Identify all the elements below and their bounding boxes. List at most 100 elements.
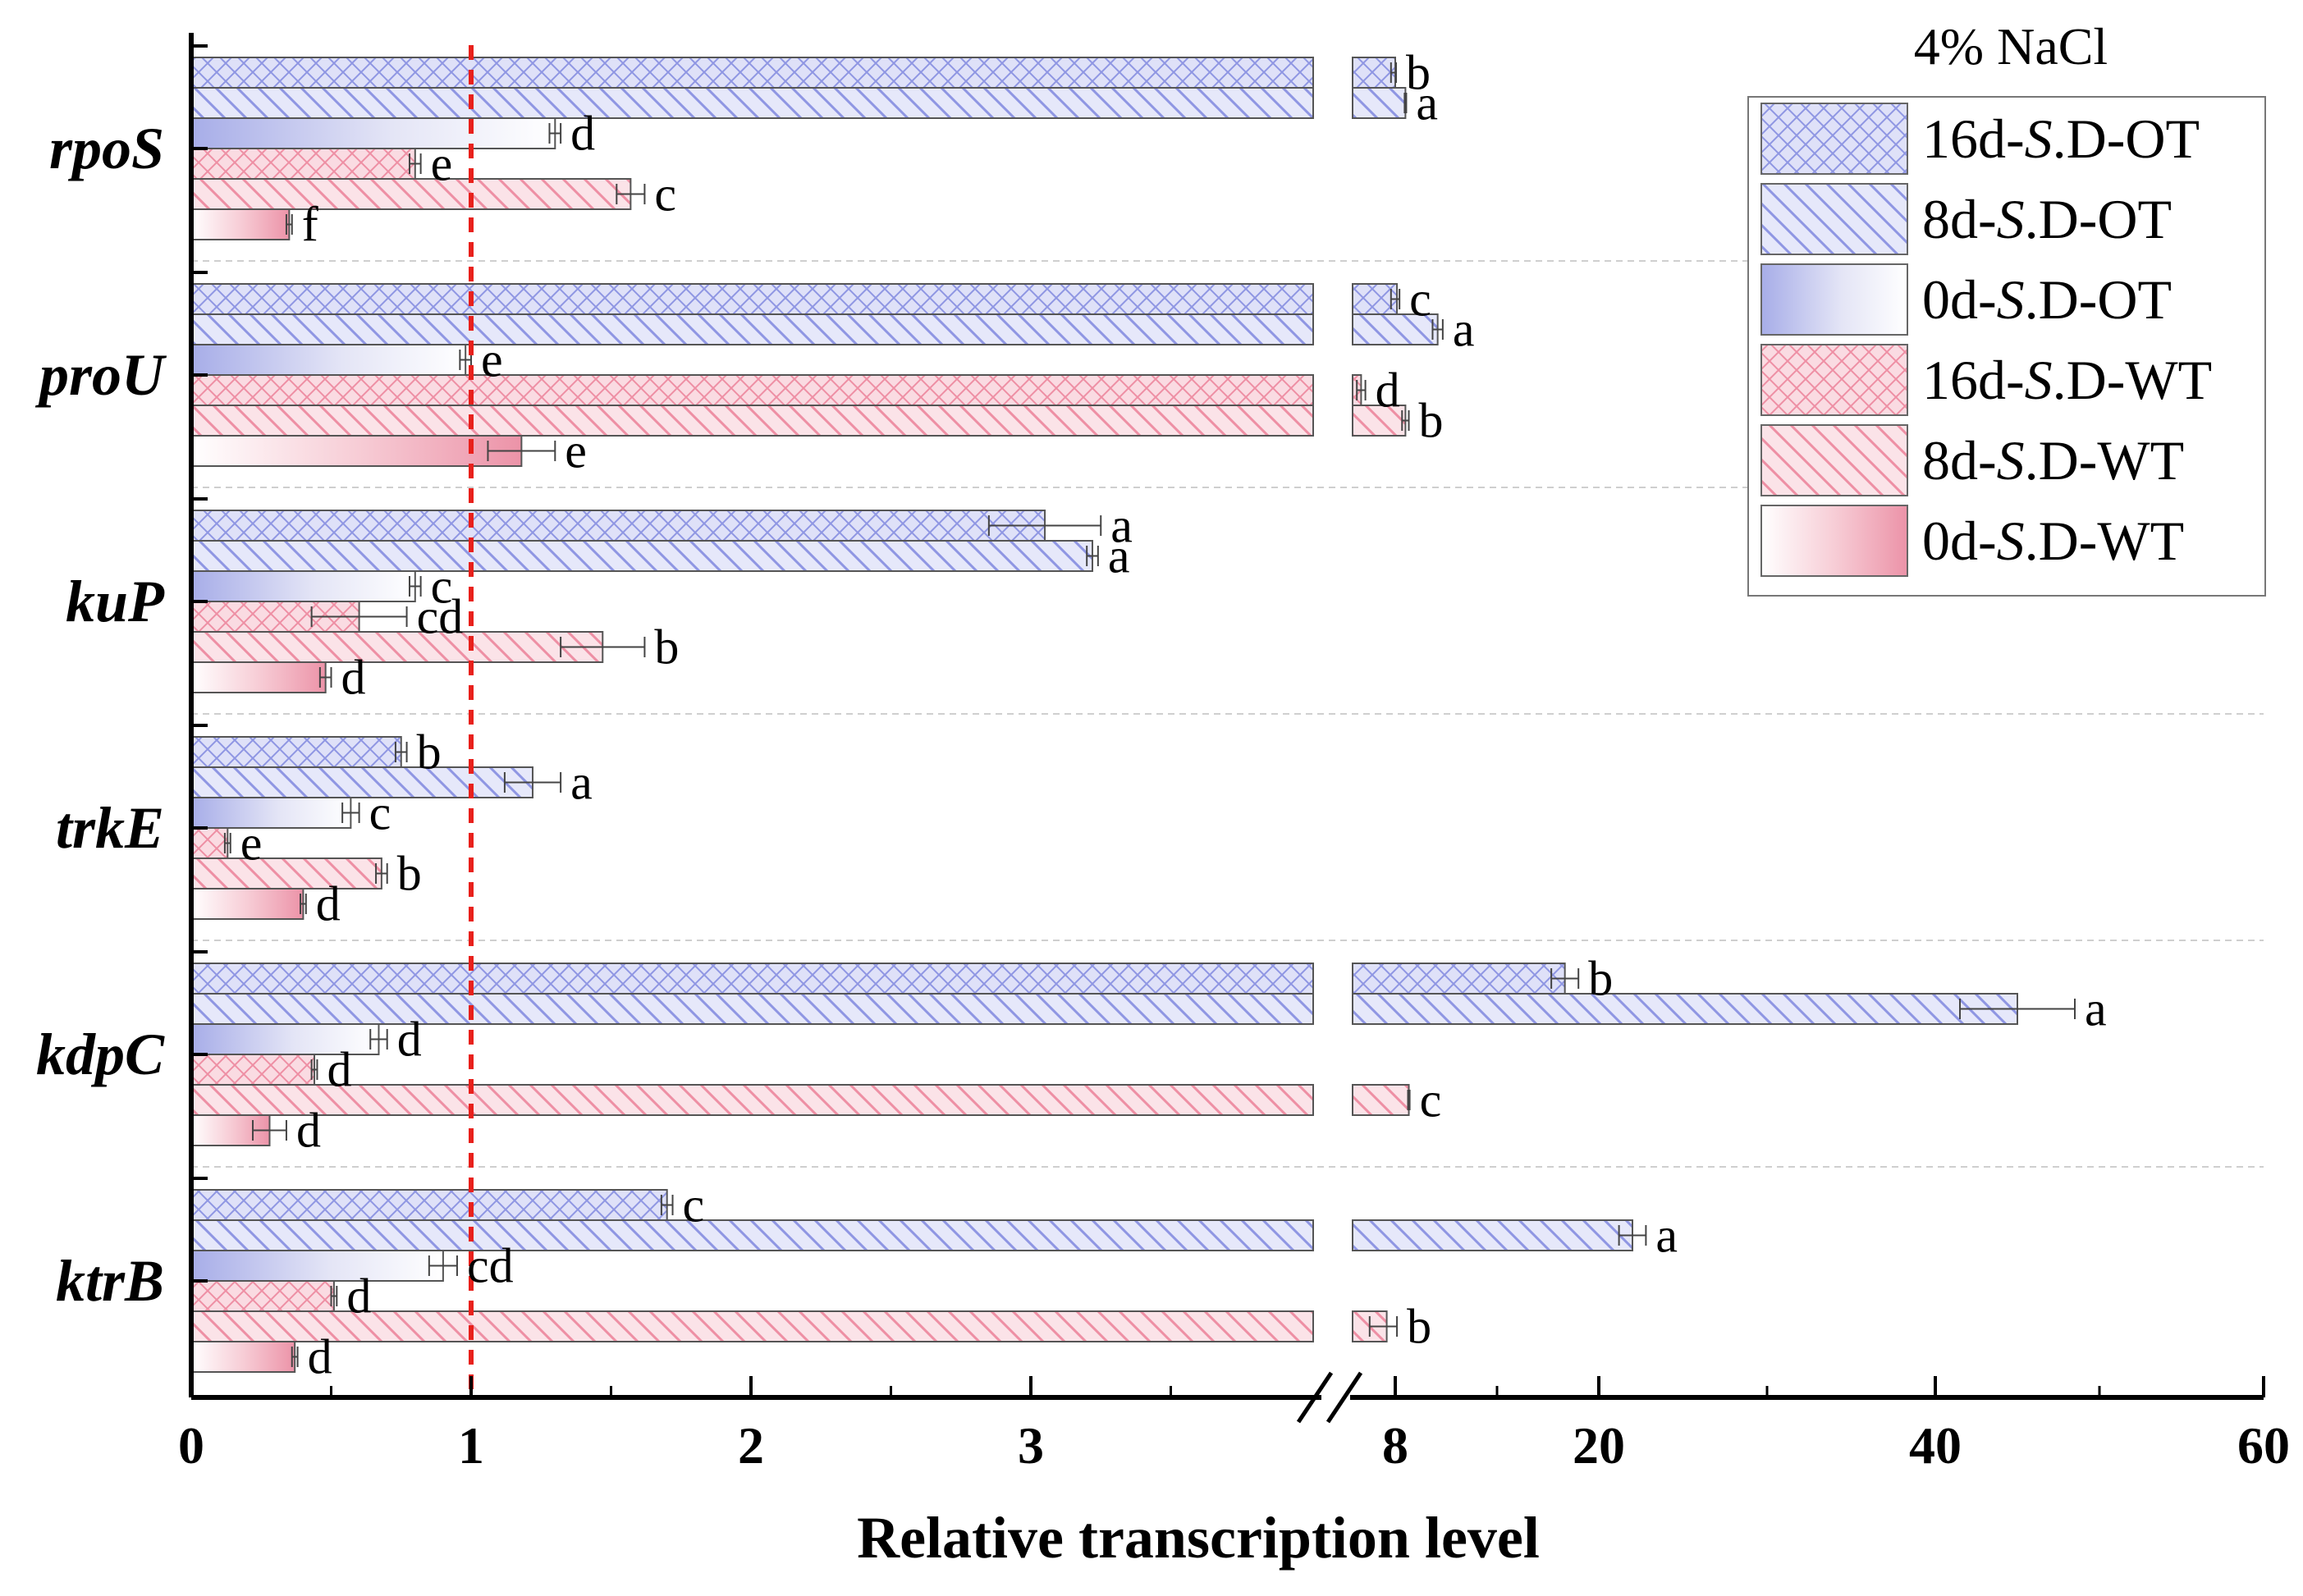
- significance-letter: d: [1376, 364, 1400, 418]
- legend-label: 8d-S.D-OT: [1922, 188, 2172, 250]
- significance-letter: a: [570, 756, 593, 810]
- significance-letter: b: [654, 620, 679, 675]
- bar-break-8d-S.D-OT-ktrB: [1352, 1219, 1633, 1251]
- bar-8d-S.D-OT-kuP: [190, 540, 1094, 572]
- significance-letter: d: [346, 1269, 371, 1324]
- bar-16d-S.D-OT-rpoS: [190, 57, 1314, 89]
- bar-break-8d-S.D-OT-rpoS: [1352, 87, 1407, 119]
- significance-letter: e: [481, 333, 503, 387]
- significance-letter: e: [565, 424, 587, 478]
- bar-0d-S.D-OT-proU: [190, 344, 467, 376]
- legend-swatch: [1760, 505, 1908, 577]
- significance-letter: d: [570, 107, 595, 161]
- bar-0d-S.D-OT-trkE: [190, 797, 352, 829]
- labels-layer: bcabbcaaaaaadeccdcdedcdeddcbbbcbfeddddrp…: [34, 46, 2290, 1571]
- bar-8d-S.D-OT-rpoS: [190, 87, 1314, 119]
- bar-16d-S.D-OT-proU: [190, 283, 1314, 315]
- significance-letter: c: [1409, 272, 1431, 327]
- x-tick-label: 40: [1909, 1416, 1962, 1475]
- bar-16d-S.D-WT-rpoS: [190, 148, 416, 180]
- significance-letter: a: [1655, 1209, 1678, 1263]
- significance-letter: cd: [467, 1239, 514, 1293]
- x-tick-label: 8: [1382, 1416, 1408, 1475]
- significance-letter: c: [431, 560, 453, 614]
- bar-break-8d-S.D-WT-kdpC: [1352, 1084, 1410, 1116]
- x-tick-label: 20: [1573, 1416, 1625, 1475]
- bar-break-8d-S.D-OT-kdpC: [1352, 993, 2018, 1025]
- bar-8d-S.D-WT-kuP: [190, 631, 604, 663]
- bar-8d-S.D-OT-proU: [190, 313, 1314, 345]
- legend-label: 16d-S.D-WT: [1922, 349, 2212, 411]
- legend-swatch: [1760, 263, 1908, 336]
- x-tick-label: 2: [738, 1416, 764, 1475]
- legend-title: 4% NaCl: [1914, 17, 2108, 75]
- significance-letter: d: [341, 651, 366, 705]
- significance-letter: cd: [417, 590, 464, 644]
- category-label-rpoS: rpoS: [49, 116, 164, 181]
- x-tick-label: 3: [1018, 1416, 1044, 1475]
- bar-8d-S.D-OT-trkE: [190, 766, 534, 798]
- significance-letter: a: [1108, 529, 1130, 583]
- significance-letter: b: [1406, 46, 1431, 100]
- legend-swatch: [1760, 183, 1908, 255]
- legend-swatch: [1760, 103, 1908, 175]
- significance-letter: d: [308, 1330, 332, 1384]
- legend-label: 16d-S.D-OT: [1922, 107, 2200, 170]
- bar-break-16d-S.D-OT-rpoS: [1352, 57, 1396, 89]
- x-tick-label: 1: [458, 1416, 484, 1475]
- legend-swatch: [1760, 424, 1908, 496]
- significance-letter: c: [369, 786, 391, 840]
- bar-8d-S.D-OT-ktrB: [190, 1219, 1314, 1251]
- significance-letter: b: [1407, 1300, 1431, 1354]
- bar-8d-S.D-WT-proU: [190, 405, 1314, 437]
- bar-0d-S.D-OT-kuP: [190, 570, 416, 602]
- bar-0d-S.D-OT-kdpC: [190, 1023, 380, 1055]
- legend-label: 0d-S.D-WT: [1922, 510, 2184, 572]
- bar-16d-S.D-WT-trkE: [190, 827, 229, 859]
- axis-break-mark: [1325, 1371, 1363, 1424]
- category-label-kuP: kuP: [66, 569, 165, 634]
- bar-0d-S.D-WT-rpoS: [190, 208, 291, 240]
- significance-letter: d: [397, 1013, 422, 1067]
- bar-16d-S.D-OT-ktrB: [190, 1189, 668, 1221]
- bar-16d-S.D-WT-proU: [190, 374, 1314, 406]
- bar-8d-S.D-WT-rpoS: [190, 178, 632, 210]
- bar-8d-S.D-WT-ktrB: [190, 1310, 1314, 1342]
- bar-break-8d-S.D-OT-proU: [1352, 313, 1439, 345]
- bar-break-16d-S.D-OT-kdpC: [1352, 963, 1566, 995]
- significance-letter: a: [2085, 982, 2107, 1036]
- significance-letter: d: [327, 1043, 351, 1097]
- significance-letter: f: [302, 198, 318, 252]
- bar-16d-S.D-OT-trkE: [190, 736, 402, 768]
- category-label-trkE: trkE: [56, 795, 164, 861]
- category-label-proU: proU: [34, 342, 167, 408]
- legend-swatch: [1760, 344, 1908, 416]
- significance-letter: b: [1419, 394, 1444, 448]
- bar-0d-S.D-WT-trkE: [190, 888, 304, 920]
- significance-letter: b: [1588, 952, 1613, 1006]
- legend: 4% NaCl 16d-S.D-OT 8d-S.D-OT 0d-S.D-OT 16d-S…: [1747, 17, 2266, 597]
- bar-8d-S.D-WT-trkE: [190, 857, 382, 889]
- category-label-kdpC: kdpC: [36, 1022, 165, 1087]
- bar-16d-S.D-WT-kdpC: [190, 1054, 316, 1086]
- significance-letter: e: [431, 137, 453, 191]
- bar-16d-S.D-OT-kdpC: [190, 963, 1314, 995]
- significance-letter: b: [397, 847, 422, 901]
- axes-layer: [189, 33, 2265, 1424]
- significance-letter: b: [417, 725, 442, 780]
- x-tick-label: 0: [178, 1416, 204, 1475]
- significance-letter: a: [1110, 499, 1133, 553]
- legend-label: 0d-S.D-OT: [1922, 268, 2172, 331]
- significance-letter: c: [683, 1178, 705, 1232]
- significance-letter: e: [240, 816, 263, 871]
- bar-0d-S.D-OT-ktrB: [190, 1250, 444, 1282]
- significance-letter: d: [316, 877, 341, 931]
- significance-letter: c: [1420, 1073, 1442, 1127]
- bar-0d-S.D-WT-kuP: [190, 661, 327, 693]
- bar-0d-S.D-WT-ktrB: [190, 1341, 296, 1373]
- x-axis-title: Relative transcription level: [857, 1505, 1540, 1571]
- significance-letter: a: [1416, 76, 1438, 130]
- legend-label: 8d-S.D-WT: [1922, 429, 2184, 492]
- significance-letter: a: [1453, 303, 1475, 357]
